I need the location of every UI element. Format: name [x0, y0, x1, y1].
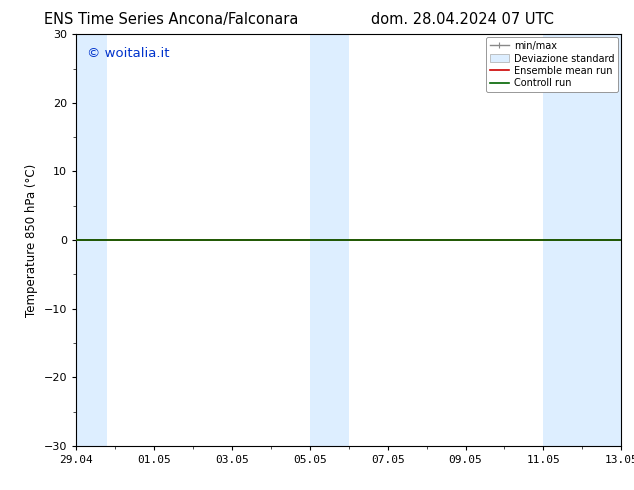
- Y-axis label: Temperature 850 hPa (°C): Temperature 850 hPa (°C): [25, 164, 38, 317]
- Bar: [310, 34, 349, 446]
- Text: © woitalia.it: © woitalia.it: [87, 47, 169, 60]
- Legend: min/max, Deviazione standard, Ensemble mean run, Controll run: min/max, Deviazione standard, Ensemble m…: [486, 37, 618, 92]
- Bar: [543, 34, 621, 446]
- Text: ENS Time Series Ancona/Falconara: ENS Time Series Ancona/Falconara: [44, 12, 299, 27]
- Bar: [76, 34, 107, 446]
- Text: dom. 28.04.2024 07 UTC: dom. 28.04.2024 07 UTC: [372, 12, 554, 27]
